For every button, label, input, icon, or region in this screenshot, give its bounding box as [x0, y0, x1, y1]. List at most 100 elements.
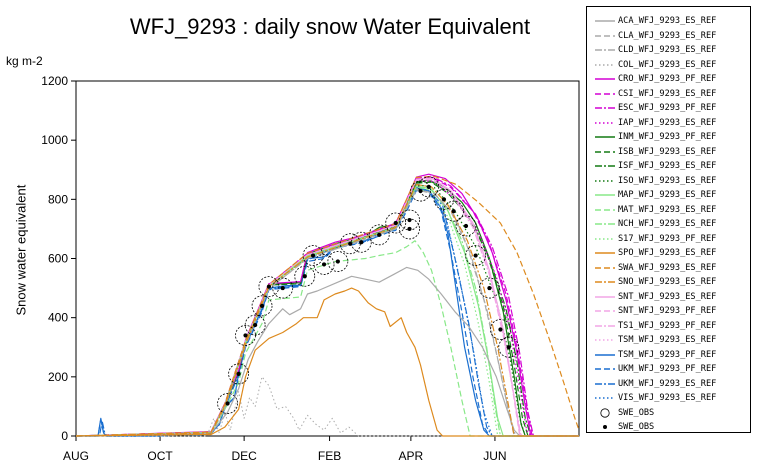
legend-label: TS1_WFJ_9293_PF_REF: [618, 320, 717, 331]
legend-item: ESC_WFJ_9293_PF_REF: [587, 102, 750, 114]
legend-item: ISO_WFJ_9293_ES_REF: [587, 175, 750, 187]
obs-open-circle: [217, 393, 238, 414]
y-tick-label: 200: [48, 370, 68, 384]
legend-item: CRO_WFJ_9293_PF_REF: [587, 73, 750, 85]
x-tick-label: APR: [399, 449, 424, 463]
legend-swatch: [595, 382, 615, 385]
legend-swatch: [595, 121, 615, 124]
legend-item: CSI_WFJ_9293_ES_REF: [587, 88, 750, 100]
plot-area: 0 200 400 600 800 1000 1200 AUG OCT DEC FEB APR JUN: [41, 74, 580, 463]
obs-open-circle: [455, 215, 477, 237]
obs-open-circle: [368, 224, 390, 246]
legend-item: COL_WFJ_9293_ES_REF: [587, 59, 750, 71]
legend-item: UKM_WFJ_9293_PF_REF: [587, 363, 750, 375]
legend-item: ACA_WFJ_9293_ES_REF: [587, 15, 750, 27]
legend-label: CLA_WFJ_9293_ES_REF: [618, 30, 717, 41]
obs-dot: [243, 333, 248, 338]
legend-swatch: [595, 237, 615, 240]
legend-label: ISF_WFJ_9293_ES_REF: [618, 161, 717, 171]
legend-item: MAP_WFJ_9293_ES_REF: [587, 189, 750, 201]
legend-item: CLA_WFJ_9293_ES_REF: [587, 30, 750, 42]
legend-swatch: [600, 407, 610, 418]
legend-swatch: [595, 310, 615, 312]
obs-dot: [407, 226, 412, 232]
legend-item: SWE_OBS: [587, 407, 750, 419]
legend-swatch: [595, 150, 615, 153]
series-line: [75, 183, 579, 437]
legend-item: SNO_WFJ_9293_ES_REF: [587, 276, 750, 288]
obs-open-circle: [258, 276, 280, 298]
obs-open-circle: [294, 265, 316, 287]
series-line: [75, 240, 579, 437]
obs-open-circle: [313, 254, 335, 275]
obs-open-circle: [385, 212, 407, 234]
obs-open-circle: [272, 277, 294, 299]
obs-dot: [393, 220, 398, 226]
legend-label: VIS_WFJ_9293_ES_REF: [618, 393, 717, 403]
legend-label: IAP_WFJ_9293_ES_REF: [618, 117, 717, 128]
legend-swatch: [595, 324, 615, 327]
legend-label: CRO_WFJ_9293_PF_REF: [618, 74, 717, 84]
x-axis: AUG OCT DEC FEB APR JUN: [63, 436, 507, 463]
obs-dot: [441, 197, 447, 202]
legend-item: S17_WFJ_9293_PF_REF: [587, 233, 750, 245]
legend-item: IAP_WFJ_9293_ES_REF: [587, 117, 750, 129]
legend-swatch: [595, 208, 615, 211]
obs-dot: [310, 253, 316, 258]
legend-item: MAT_WFJ_9293_ES_REF: [587, 204, 750, 216]
legend-swatch: [595, 266, 615, 269]
legend-swatch: [595, 20, 615, 22]
x-tick-label: DEC: [231, 449, 257, 463]
legend-marker-dot: [603, 425, 607, 429]
legend-swatch: [595, 353, 615, 356]
legend-swatch: [595, 252, 615, 254]
obs-open-circle: [443, 200, 464, 222]
obs-open-circle: [327, 251, 349, 272]
obs-open-circle: [302, 245, 324, 266]
legend-label: UKM_WFJ_9293_ES_REF: [618, 378, 717, 389]
legend-item: VIS_WFJ_9293_ES_REF: [587, 392, 750, 404]
legend-swatch: [595, 223, 615, 225]
legend-label: CSI_WFJ_9293_ES_REF: [618, 88, 717, 99]
legend-swatch: [595, 194, 615, 196]
obs-dot: [253, 322, 258, 328]
legend-label: MAP_WFJ_9293_ES_REF: [618, 190, 717, 200]
x-tick-label: FEB: [318, 449, 341, 463]
obs-dot: [236, 371, 241, 376]
legend-label: INM_WFJ_9293_PF_REF: [618, 132, 717, 142]
plot-frame: [75, 80, 580, 437]
y-tick-label: 600: [48, 252, 68, 266]
obs-open-circle: [350, 231, 372, 253]
obs-dot: [259, 303, 265, 308]
legend-label: NCH_WFJ_9293_ES_REF: [618, 219, 717, 229]
obs-open-circle: [228, 363, 250, 385]
legend-item: SPO_WFJ_9293_ES_REF: [587, 247, 750, 259]
legend-label: ISB_WFJ_9293_ES_REF: [618, 146, 717, 157]
obs-dot: [302, 274, 307, 279]
legend-swatch: [595, 34, 615, 37]
legend-label: ISO_WFJ_9293_ES_REF: [618, 175, 717, 186]
obs-open-circle: [410, 180, 431, 202]
legend-item: NCH_WFJ_9293_ES_REF: [587, 218, 750, 230]
legend-label: ESC_WFJ_9293_PF_REF: [618, 103, 717, 113]
series-line: [75, 287, 579, 437]
series-line: [76, 188, 579, 437]
x-tick-label: OCT: [147, 449, 173, 463]
obs-open-circle: [244, 314, 266, 336]
obs-dot: [280, 285, 285, 291]
legend-swatch: [595, 397, 615, 399]
legend-item: SWE_OBS: [587, 421, 750, 433]
obs-dot: [451, 209, 456, 214]
legend-label: SPO_WFJ_9293_ES_REF: [618, 248, 717, 258]
legend-label: TSM_WFJ_9293_PF_REF: [618, 349, 717, 360]
legend-label: SNO_WFJ_9293_ES_REF: [618, 277, 717, 287]
legend-label: SWE_OBS: [618, 407, 655, 418]
legend-item: UKM_WFJ_9293_ES_REF: [587, 378, 750, 390]
legend-marker-open-circle: [600, 407, 610, 418]
y-tick-label: 800: [48, 192, 68, 206]
obs-dot: [335, 259, 340, 264]
legend-item: TSM_WFJ_9293_PF_REF: [587, 349, 750, 361]
obs-dot: [506, 345, 511, 350]
legend-swatch: [595, 78, 615, 80]
legend-item: SNT_WFJ_9293_ES_REF: [587, 291, 750, 303]
